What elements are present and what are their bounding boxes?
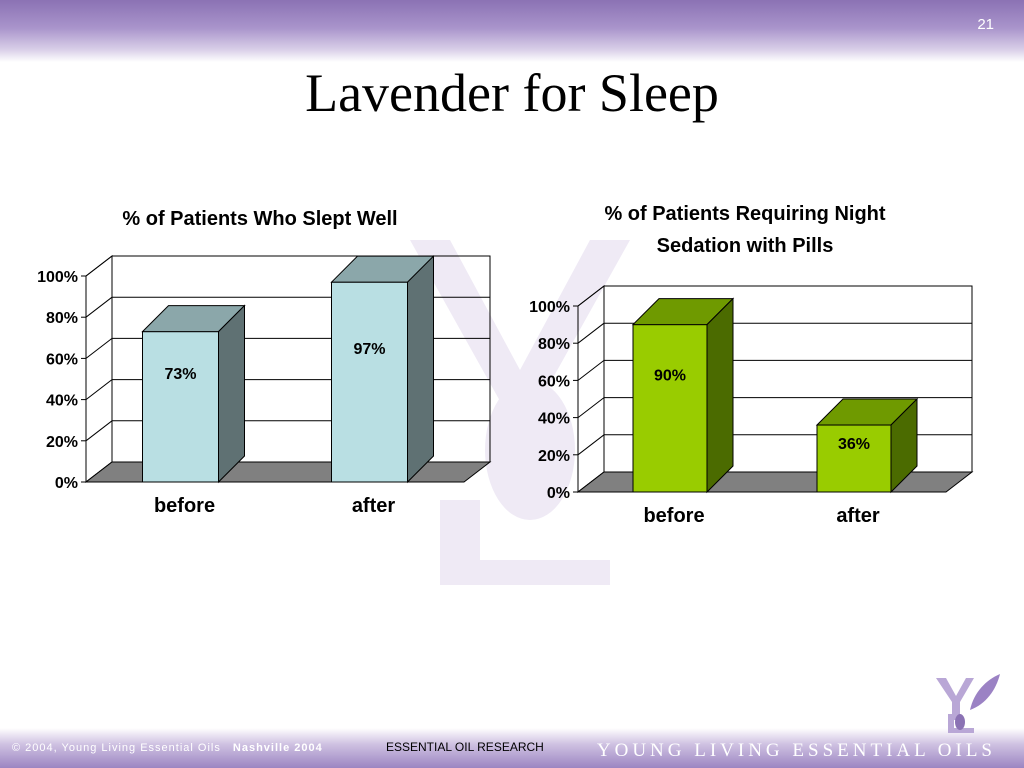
chart2-category-label-after: after [836,505,880,527]
copyright-text: © 2004, Young Living Essential Oils [12,742,221,754]
young-living-logo-icon [936,674,1000,733]
chart2-title-line-1: % of Patients Requiring Night [604,203,886,225]
header-band [0,0,1024,62]
chart2-bar-side-before [706,297,734,494]
chart2-ytick-label: 100% [529,299,570,316]
chart1-gridline-side [85,379,113,400]
slide-title: Lavender for Sleep [305,63,719,123]
chart2-bar-side-after [890,397,918,494]
chart2-gridline-side [577,360,605,381]
yl-watermark-icon [410,240,630,585]
chart1-ytick-label: 20% [46,434,78,451]
chart2-ytick-label: 20% [538,448,570,465]
chart1-gridline-side [85,296,113,318]
chart2-title: % of Patients Requiring Night Sedation w… [545,198,945,262]
chart1-bar-side-after [407,254,434,484]
chart1-data-label-after: 97% [353,341,385,358]
chart2-ytick-label: 0% [547,485,570,502]
place-text: Nashville 2004 [232,742,323,754]
slide-number: 21 [977,16,994,33]
footer-band [0,728,1024,768]
chart1-title-text: % of Patients Who Slept Well [122,208,398,230]
footer-copyright: © 2004, Young Living Essential Oils Nash… [12,742,323,754]
chart1-title: % of Patients Who Slept Well [60,203,460,235]
chart2-data-label-after: 36% [838,436,870,453]
chart2-ytick-label: 40% [538,411,570,428]
chart2-ytick-label: 60% [538,373,570,390]
chart1-ytick-label: 60% [46,351,78,368]
chart1-gridline-side [85,338,113,359]
chart2-side-wall [577,284,605,494]
chart2-ytick-label: 80% [538,336,570,353]
chart1-ytick-label: 80% [46,310,78,327]
chart1-ytick-label: 100% [37,269,78,286]
chart2-gridline-side [577,285,605,307]
chart1-bar-side-before [218,304,245,484]
footer-brand-text: YOUNG LIVING ESSENTIAL OILS [596,740,996,761]
chart2-gridline-side [577,434,605,456]
chart1-data-label-before: 73% [164,366,196,383]
chart1-ytick-label: 0% [55,475,78,492]
chart1-gridline-side [85,255,113,277]
chart2-title-line-2: Sedation with Pills [656,235,834,257]
chart2-bar-before [632,324,708,493]
chart2-data-label-before: 90% [654,367,686,384]
chart2-gridline-side [577,397,605,418]
chart1-bar-before [142,331,219,483]
chart1-ytick-label: 40% [46,393,78,410]
chart1-gridline-side [85,420,113,442]
chart2-category-label-before: before [643,505,704,527]
footer-center-text: ESSENTIAL OIL RESEARCH [386,740,544,754]
chart2-gridline-side [577,322,605,344]
chart1-bar-after [331,281,408,483]
chart1-category-label-after: after [352,495,396,517]
chart1-category-label-before: before [154,495,215,517]
